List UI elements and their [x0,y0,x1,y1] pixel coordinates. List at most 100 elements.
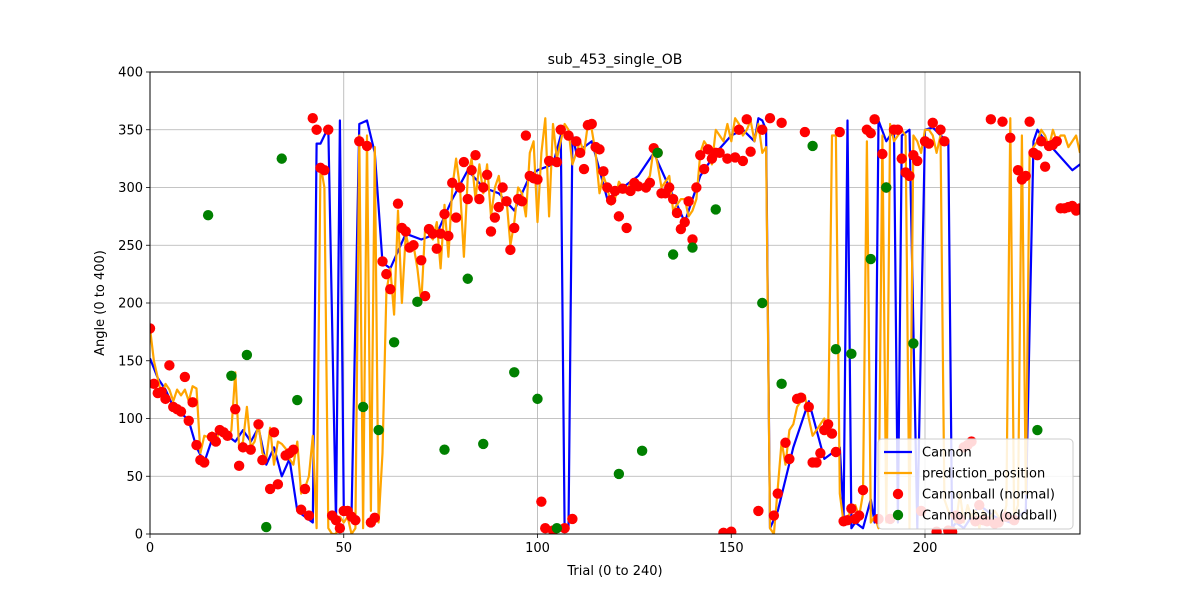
point-cannonball-normal [795,392,807,403]
point-cannonball-normal [559,523,570,534]
legend-label-cannon: Cannon [922,446,972,461]
point-cannonball-normal [571,136,582,147]
plot-content [150,113,1080,534]
point-cannonball-normal [718,527,729,534]
y-tick-label: 300 [118,181,143,196]
point-cannonball-normal [605,195,617,206]
point-cannonball-normal [679,216,690,228]
point-cannonball-oddball [462,273,473,284]
y-tick-label: 0 [135,528,143,543]
point-cannonball-normal [698,163,710,175]
point-cannonball-normal [633,181,644,192]
point-cannonball-normal [826,428,838,439]
point-cannonball-normal [644,177,656,189]
point-cannonball-normal [466,164,477,176]
point-cannonball-normal [768,510,780,521]
point-cannonball-normal [780,437,791,448]
point-cannonball-oddball [908,338,919,349]
point-cannonball-normal [408,240,419,251]
point-cannonball-normal [458,156,470,168]
point-cannonball-normal [454,182,466,193]
point-cannonball-normal [714,147,725,159]
point-cannonball-oddball [807,140,818,152]
point-cannonball-normal [369,512,380,524]
point-cannonball-normal [450,212,462,223]
point-cannonball-normal [350,514,361,526]
point-cannonball-normal [175,406,187,417]
point-cannonball-normal [753,505,764,517]
point-cannonball-normal [1074,203,1080,214]
point-cannonball-normal [187,397,198,408]
point-cannonball-normal [245,444,256,455]
point-cannonball-normal [594,144,605,155]
x-axis-label: Trial (0 to 240) [566,564,662,579]
point-cannonball-normal [695,149,706,161]
point-cannonball-normal [361,140,373,152]
point-cannonball-normal [427,228,439,239]
point-cannonball-normal [160,393,171,405]
point-cannonball-normal [574,147,586,159]
point-cannonball-normal [772,488,783,499]
point-cannonball-normal [799,126,811,138]
point-cannonball-normal [877,148,888,160]
y-tick-label: 400 [118,66,143,81]
point-cannonball-normal [299,483,311,495]
point-cannonball-normal [1012,164,1024,176]
point-cannonball-normal [702,144,714,155]
point-cannonball-normal [447,177,458,189]
point-cannonball-normal [664,182,675,193]
point-cannonball-normal [392,198,404,209]
legend-swatch-cannonball-normal [892,488,904,500]
point-cannonball-normal [481,169,493,180]
point-cannonball-normal [745,146,756,157]
point-cannonball-oddball [373,424,384,436]
point-cannonball-normal [776,117,787,129]
point-cannonball-normal [586,118,597,130]
point-cannonball-normal [621,222,632,234]
point-cannonball-normal [598,166,609,177]
point-cannonball-normal [354,136,365,147]
point-cannonball-normal [1051,136,1062,147]
x-tick-label: 150 [719,541,744,556]
point-cannonball-normal [551,156,563,168]
point-cannonball-oddball [202,210,214,221]
legend-label-cannonball-normal: Cannonball (normal) [922,488,1055,503]
point-cannonball-oddball [757,297,768,309]
point-cannonball-normal [431,243,442,254]
legend: Cannon prediction_position Cannonball (nor… [877,438,1074,530]
point-cannonball-normal [268,427,280,438]
legend-label-cannonball-oddball: Cannonball (oddball) [922,509,1057,524]
point-cannonball-normal [578,163,590,175]
point-cannonball-normal [939,136,950,147]
point-cannonball-normal [439,208,450,220]
point-cannonball-oddball [613,468,625,480]
legend-label-prediction-position: prediction_position [922,467,1045,482]
point-cannonball-normal [233,460,245,472]
point-cannonball-oddball [276,153,287,164]
point-cannonball-normal [164,360,175,371]
point-cannonball-normal [733,124,745,135]
point-cannonball-oddball [388,337,400,348]
point-cannonball-normal [509,222,520,234]
point-cannonball-normal [667,193,679,205]
y-tick-label: 100 [118,412,143,427]
point-cannonball-normal [230,404,241,415]
point-cannonball-normal [737,155,749,167]
point-cannonball-normal [726,526,737,534]
point-cannonball-oddball [509,367,520,378]
point-cannonball-normal [485,226,497,237]
point-cannonball-normal [811,457,822,468]
axis-ticks: 0 50 100 150 200 0 50 100 150 200 250 300 350 400 [118,66,937,557]
point-cannonball-normal [741,114,752,125]
point-cannonball-normal [784,453,795,465]
point-cannonball-normal [520,130,532,141]
point-cannonball-normal [927,117,938,129]
point-cannonball-normal [1032,149,1043,161]
point-cannonball-normal [555,124,566,135]
point-cannonball-oddball [667,249,679,260]
point-cannonball-normal [912,155,923,167]
point-cannonball-normal [625,185,636,197]
point-cannonball-normal [722,153,733,164]
point-cannonball-normal [1024,116,1035,127]
